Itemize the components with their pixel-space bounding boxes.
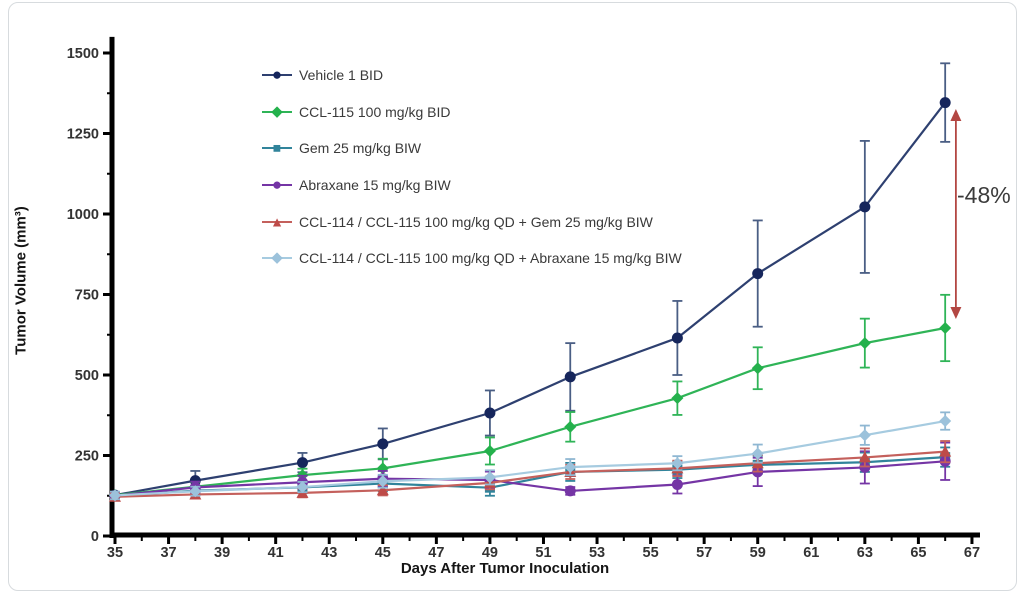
legend-label: CCL-114 / CCL-115 100 mg/kg QD + Abraxan…	[299, 250, 682, 267]
legend-item-ccl114-gem: ▲ CCL-114 / CCL-115 100 mg/kg QD + Gem 2…	[262, 203, 682, 240]
x-tick-label: 35	[107, 545, 123, 561]
square-marker-icon: ■	[262, 139, 292, 157]
y-tick-label: 1500	[67, 46, 99, 62]
y-tick-label: 250	[75, 449, 99, 465]
legend-label: CCL-115 100 mg/kg BID	[299, 103, 451, 120]
x-axis-title: Days After Tumor Inoculation	[400, 560, 610, 577]
x-tick-label: 63	[857, 545, 873, 561]
decrease-arrow-icon	[950, 108, 962, 320]
circle-marker-icon: ●	[262, 176, 292, 194]
y-axis-title: Tumor Volume (mm³)	[12, 206, 30, 355]
y-tick-label: 500	[75, 368, 99, 384]
legend-item-ccl114-abraxane: ◆ CCL-114 / CCL-115 100 mg/kg QD + Abrax…	[262, 240, 682, 277]
y-tick-label: 750	[75, 288, 99, 304]
x-tick-label: 67	[964, 545, 980, 561]
x-tick-label: 55	[643, 545, 659, 561]
x-tick-label: 57	[696, 545, 712, 561]
legend-item-abraxane: ● Abraxane 15 mg/kg BIW	[262, 167, 682, 204]
legend-label: CCL-114 / CCL-115 100 mg/kg QD + Gem 25 …	[299, 213, 653, 230]
diamond-marker-icon: ◆	[262, 103, 292, 121]
x-tick-label: 51	[535, 545, 551, 561]
y-tick-label: 1250	[67, 127, 99, 143]
x-tick-label: 39	[214, 545, 230, 561]
triangle-marker-icon: ▲	[262, 213, 292, 231]
percent-change-label: -48%	[957, 182, 1011, 208]
legend-label: Vehicle 1 BID	[299, 67, 384, 84]
x-tick-label: 65	[910, 545, 926, 561]
circle-marker-icon: ●	[262, 66, 292, 84]
y-tick-label: 0	[91, 529, 99, 545]
legend: ● Vehicle 1 BID ◆ CCL-115 100 mg/kg BID …	[262, 57, 682, 277]
axes: 0 250 500 750 1000 1250 1500 35 37 39 41 43 45 47 49 51…	[67, 36, 980, 561]
x-tick-label: 41	[268, 545, 284, 561]
legend-item-gem: ■ Gem 25 mg/kg BIW	[262, 130, 682, 167]
x-tick-label: 61	[803, 545, 819, 561]
x-tick-label: 37	[160, 545, 176, 561]
diamond-marker-icon: ◆	[262, 249, 292, 267]
x-tick-label: 49	[482, 545, 498, 561]
x-tick-label: 59	[750, 545, 766, 561]
x-tick-label: 53	[589, 545, 605, 561]
y-tick-label: 1000	[67, 207, 99, 223]
legend-item-ccl115: ◆ CCL-115 100 mg/kg BID	[262, 94, 682, 131]
legend-label: Gem 25 mg/kg BIW	[299, 140, 422, 157]
legend-label: Abraxane 15 mg/kg BIW	[299, 177, 451, 194]
legend-item-vehicle: ● Vehicle 1 BID	[262, 57, 682, 94]
x-tick-label: 45	[375, 545, 391, 561]
x-tick-label: 43	[321, 545, 337, 561]
series-6	[109, 411, 952, 502]
x-tick-label: 47	[428, 545, 444, 561]
